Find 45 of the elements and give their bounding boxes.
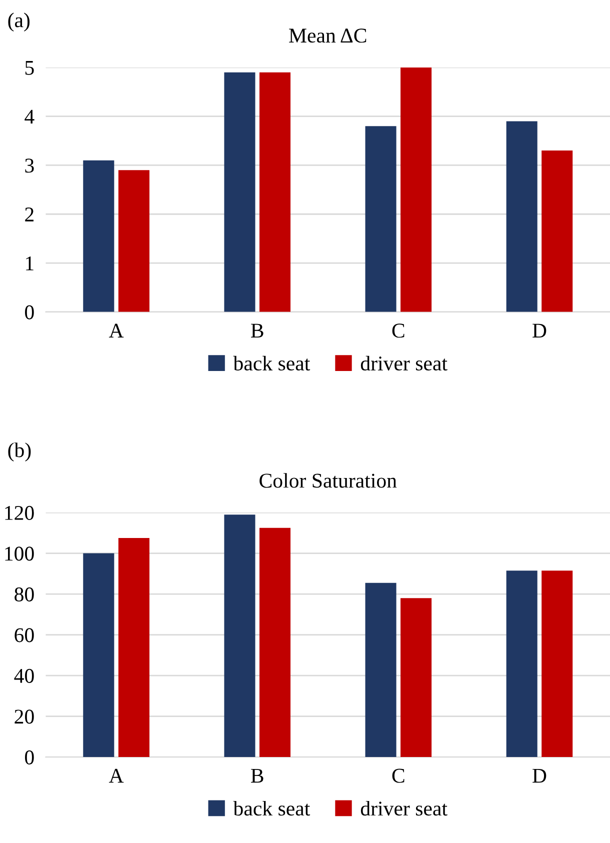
- bar: [118, 538, 150, 758]
- x-tick-label: A: [108, 324, 124, 338]
- x-tick-label: C: [392, 768, 404, 783]
- y-tick-label: 120: [5, 506, 34, 520]
- y-tick-label: 40: [14, 668, 34, 683]
- bar: [118, 170, 150, 312]
- legend-label: driver seat: [360, 800, 448, 816]
- bar: [83, 553, 114, 758]
- x-tick-label: B: [250, 324, 264, 338]
- bar: [365, 126, 396, 312]
- bar: [506, 570, 538, 758]
- bar: [224, 514, 256, 758]
- y-tick-label: 80: [14, 587, 34, 602]
- y-tick-label: 2: [25, 208, 34, 222]
- legend-label: driver seat: [360, 356, 448, 371]
- bar: [542, 570, 573, 758]
- x-tick-label: D: [532, 768, 546, 783]
- y-tick-label: 0: [25, 750, 34, 764]
- bar: [259, 72, 290, 312]
- y-tick-label: 0: [25, 305, 34, 320]
- legend-label: back seat: [233, 800, 310, 816]
- y-tick-label: 4: [24, 110, 34, 124]
- bar: [365, 582, 396, 758]
- text: (b): [8, 442, 31, 462]
- bar: [259, 528, 290, 758]
- bar: [400, 67, 432, 312]
- bar: [542, 150, 573, 312]
- y-tick-label: 3: [25, 158, 34, 173]
- bar: [224, 72, 256, 312]
- y-tick-label: 20: [14, 710, 34, 724]
- text: (a): [8, 12, 30, 32]
- y-tick-label: 1: [26, 256, 34, 270]
- bar: [506, 121, 538, 312]
- x-tick-label: D: [532, 324, 546, 338]
- x-tick-label: B: [250, 768, 264, 783]
- bar: [400, 598, 432, 758]
- x-tick-label: C: [392, 324, 404, 338]
- y-tick-label: 60: [14, 628, 34, 642]
- x-tick-label: A: [108, 768, 124, 783]
- y-tick-label: 100: [5, 546, 34, 561]
- y-tick-label: 5: [25, 61, 34, 75]
- legend-label: back seat: [233, 356, 310, 371]
- chart-title: Mean ΔC: [289, 28, 366, 43]
- chart-title: Color Saturation: [260, 473, 397, 488]
- bar: [83, 160, 114, 312]
